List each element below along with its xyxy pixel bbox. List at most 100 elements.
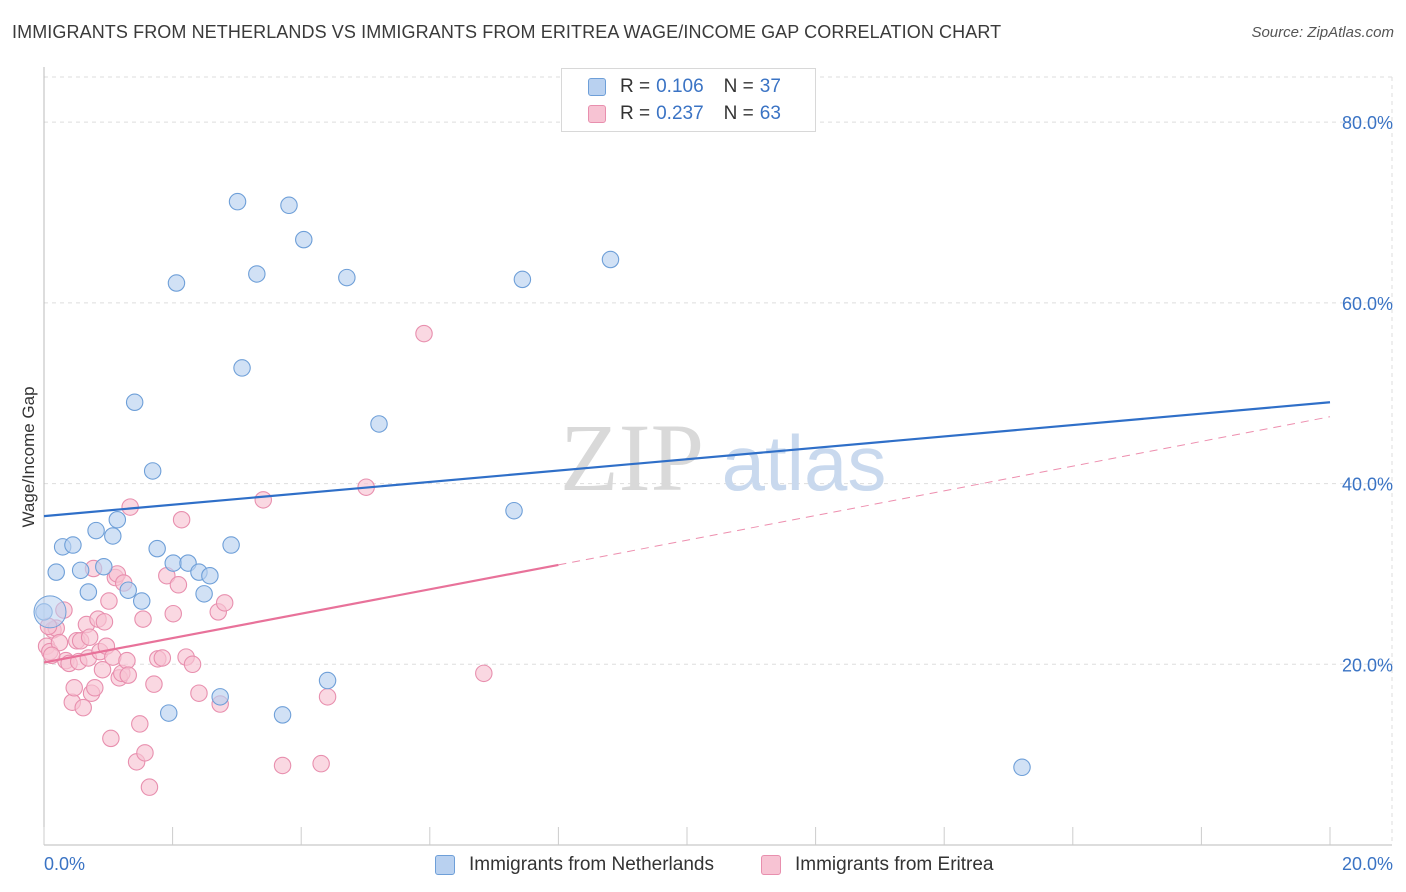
x-tick-label: 0.0%: [44, 854, 85, 874]
data-point: [95, 557, 113, 576]
data-point-large: [33, 595, 67, 629]
bottom-legend-netherlands: Immigrants from Netherlands: [435, 852, 714, 878]
data-point: [215, 594, 234, 612]
trendline-eritrea: [558, 416, 1331, 566]
data-point: [164, 554, 182, 572]
data-point: [370, 415, 388, 433]
data-point: [248, 265, 266, 283]
legend-row-netherlands: R = 0.106 N = 37: [588, 75, 801, 99]
trendline-netherlands: [43, 401, 1331, 518]
watermark-atlas: atlas: [722, 419, 887, 507]
legend-swatch-blue: [588, 78, 606, 96]
tick-labels: 20.0% 40.0% 60.0% 80.0% 0.0% 20.0%: [44, 113, 1393, 874]
data-point: [86, 679, 104, 697]
data-point: [415, 324, 433, 343]
data-point: [318, 688, 337, 706]
data-point: [140, 778, 159, 796]
data-point: [254, 491, 273, 509]
data-point: [159, 704, 178, 722]
legend-n-label: N =: [723, 76, 754, 97]
data-point: [136, 744, 154, 762]
data-point: [164, 604, 182, 623]
data-point: [475, 664, 493, 683]
data-point: [100, 592, 118, 610]
legend: R = 0.106 N = 37 R = 0.237 N = 63: [561, 68, 816, 132]
data-point: [273, 706, 292, 724]
data-point: [145, 675, 163, 693]
y-tick-label: 40.0%: [1342, 475, 1393, 495]
data-point: [505, 501, 523, 520]
grid: [44, 76, 1393, 845]
data-point: [273, 756, 292, 775]
data-point: [167, 274, 186, 292]
data-point: [119, 666, 137, 684]
watermark: ZIP atlas: [560, 404, 886, 511]
watermark-zip: ZIP: [560, 404, 704, 511]
data-point: [153, 649, 172, 667]
trendlines: [43, 401, 1331, 664]
bottom-legend-swatch-blue: [435, 855, 455, 875]
data-point: [118, 651, 136, 670]
y-tick-label: 80.0%: [1342, 113, 1393, 133]
data-point: [1013, 758, 1031, 777]
legend-swatch-pink: [588, 105, 606, 123]
bottom-legend-label: Immigrants from Netherlands: [469, 854, 714, 875]
legend-r-label: R =: [620, 103, 651, 124]
axes: [43, 67, 1392, 846]
data-point: [143, 462, 162, 480]
data-point: [183, 655, 202, 674]
legend-n-value: 37: [759, 76, 781, 97]
data-point: [318, 671, 337, 690]
data-point: [172, 510, 191, 529]
y-tick-label: 20.0%: [1342, 655, 1393, 675]
y-tick-label: 60.0%: [1342, 294, 1393, 314]
data-point: [148, 539, 166, 558]
data-point: [119, 581, 137, 599]
data-point: [195, 585, 213, 603]
legend-r-value: 0.106: [656, 76, 704, 97]
data-point: [131, 715, 149, 733]
data-point: [513, 270, 532, 289]
trendline-eritrea: [43, 563, 559, 664]
legend-r-value: 0.237: [656, 103, 704, 124]
data-point: [108, 510, 127, 529]
data-point: [125, 393, 144, 412]
data-point: [71, 561, 90, 580]
data-point: [295, 230, 313, 249]
data-point: [169, 576, 188, 594]
data-point: [93, 660, 112, 679]
data-point: [190, 684, 208, 702]
source-label: Source: ZipAtlas.com: [1251, 24, 1394, 41]
data-point: [80, 628, 99, 646]
data-point: [74, 698, 92, 717]
data-point: [87, 521, 105, 540]
legend-n-value: 63: [759, 103, 781, 124]
bottom-legend-swatch-pink: [761, 855, 781, 875]
x-tick-label: 20.0%: [1342, 854, 1393, 874]
bottom-legend-label: Immigrants from Eritrea: [795, 854, 994, 875]
data-point: [134, 610, 152, 628]
legend-r-label: R =: [620, 76, 651, 97]
data-point: [312, 754, 330, 773]
data-points: [33, 192, 1031, 796]
data-point: [338, 268, 356, 287]
data-point: [201, 566, 219, 585]
data-point: [50, 633, 69, 652]
data-point: [64, 536, 82, 554]
bottom-legend-eritrea: Immigrants from Eritrea: [761, 852, 993, 878]
legend-row-eritrea: R = 0.237 N = 63: [588, 102, 801, 126]
data-point: [102, 729, 120, 748]
data-point: [222, 536, 240, 554]
data-point: [211, 688, 229, 706]
chart-title: IMMIGRANTS FROM NETHERLANDS VS IMMIGRANT…: [12, 22, 1002, 42]
y-axis-label: Wage/Income Gap: [19, 386, 38, 527]
data-point: [65, 679, 83, 697]
data-point: [233, 359, 251, 377]
data-point: [95, 613, 114, 631]
data-point: [132, 592, 151, 610]
legend-n-label: N =: [723, 103, 754, 124]
data-point: [79, 583, 98, 601]
data-point: [280, 196, 298, 215]
data-point: [228, 192, 247, 211]
